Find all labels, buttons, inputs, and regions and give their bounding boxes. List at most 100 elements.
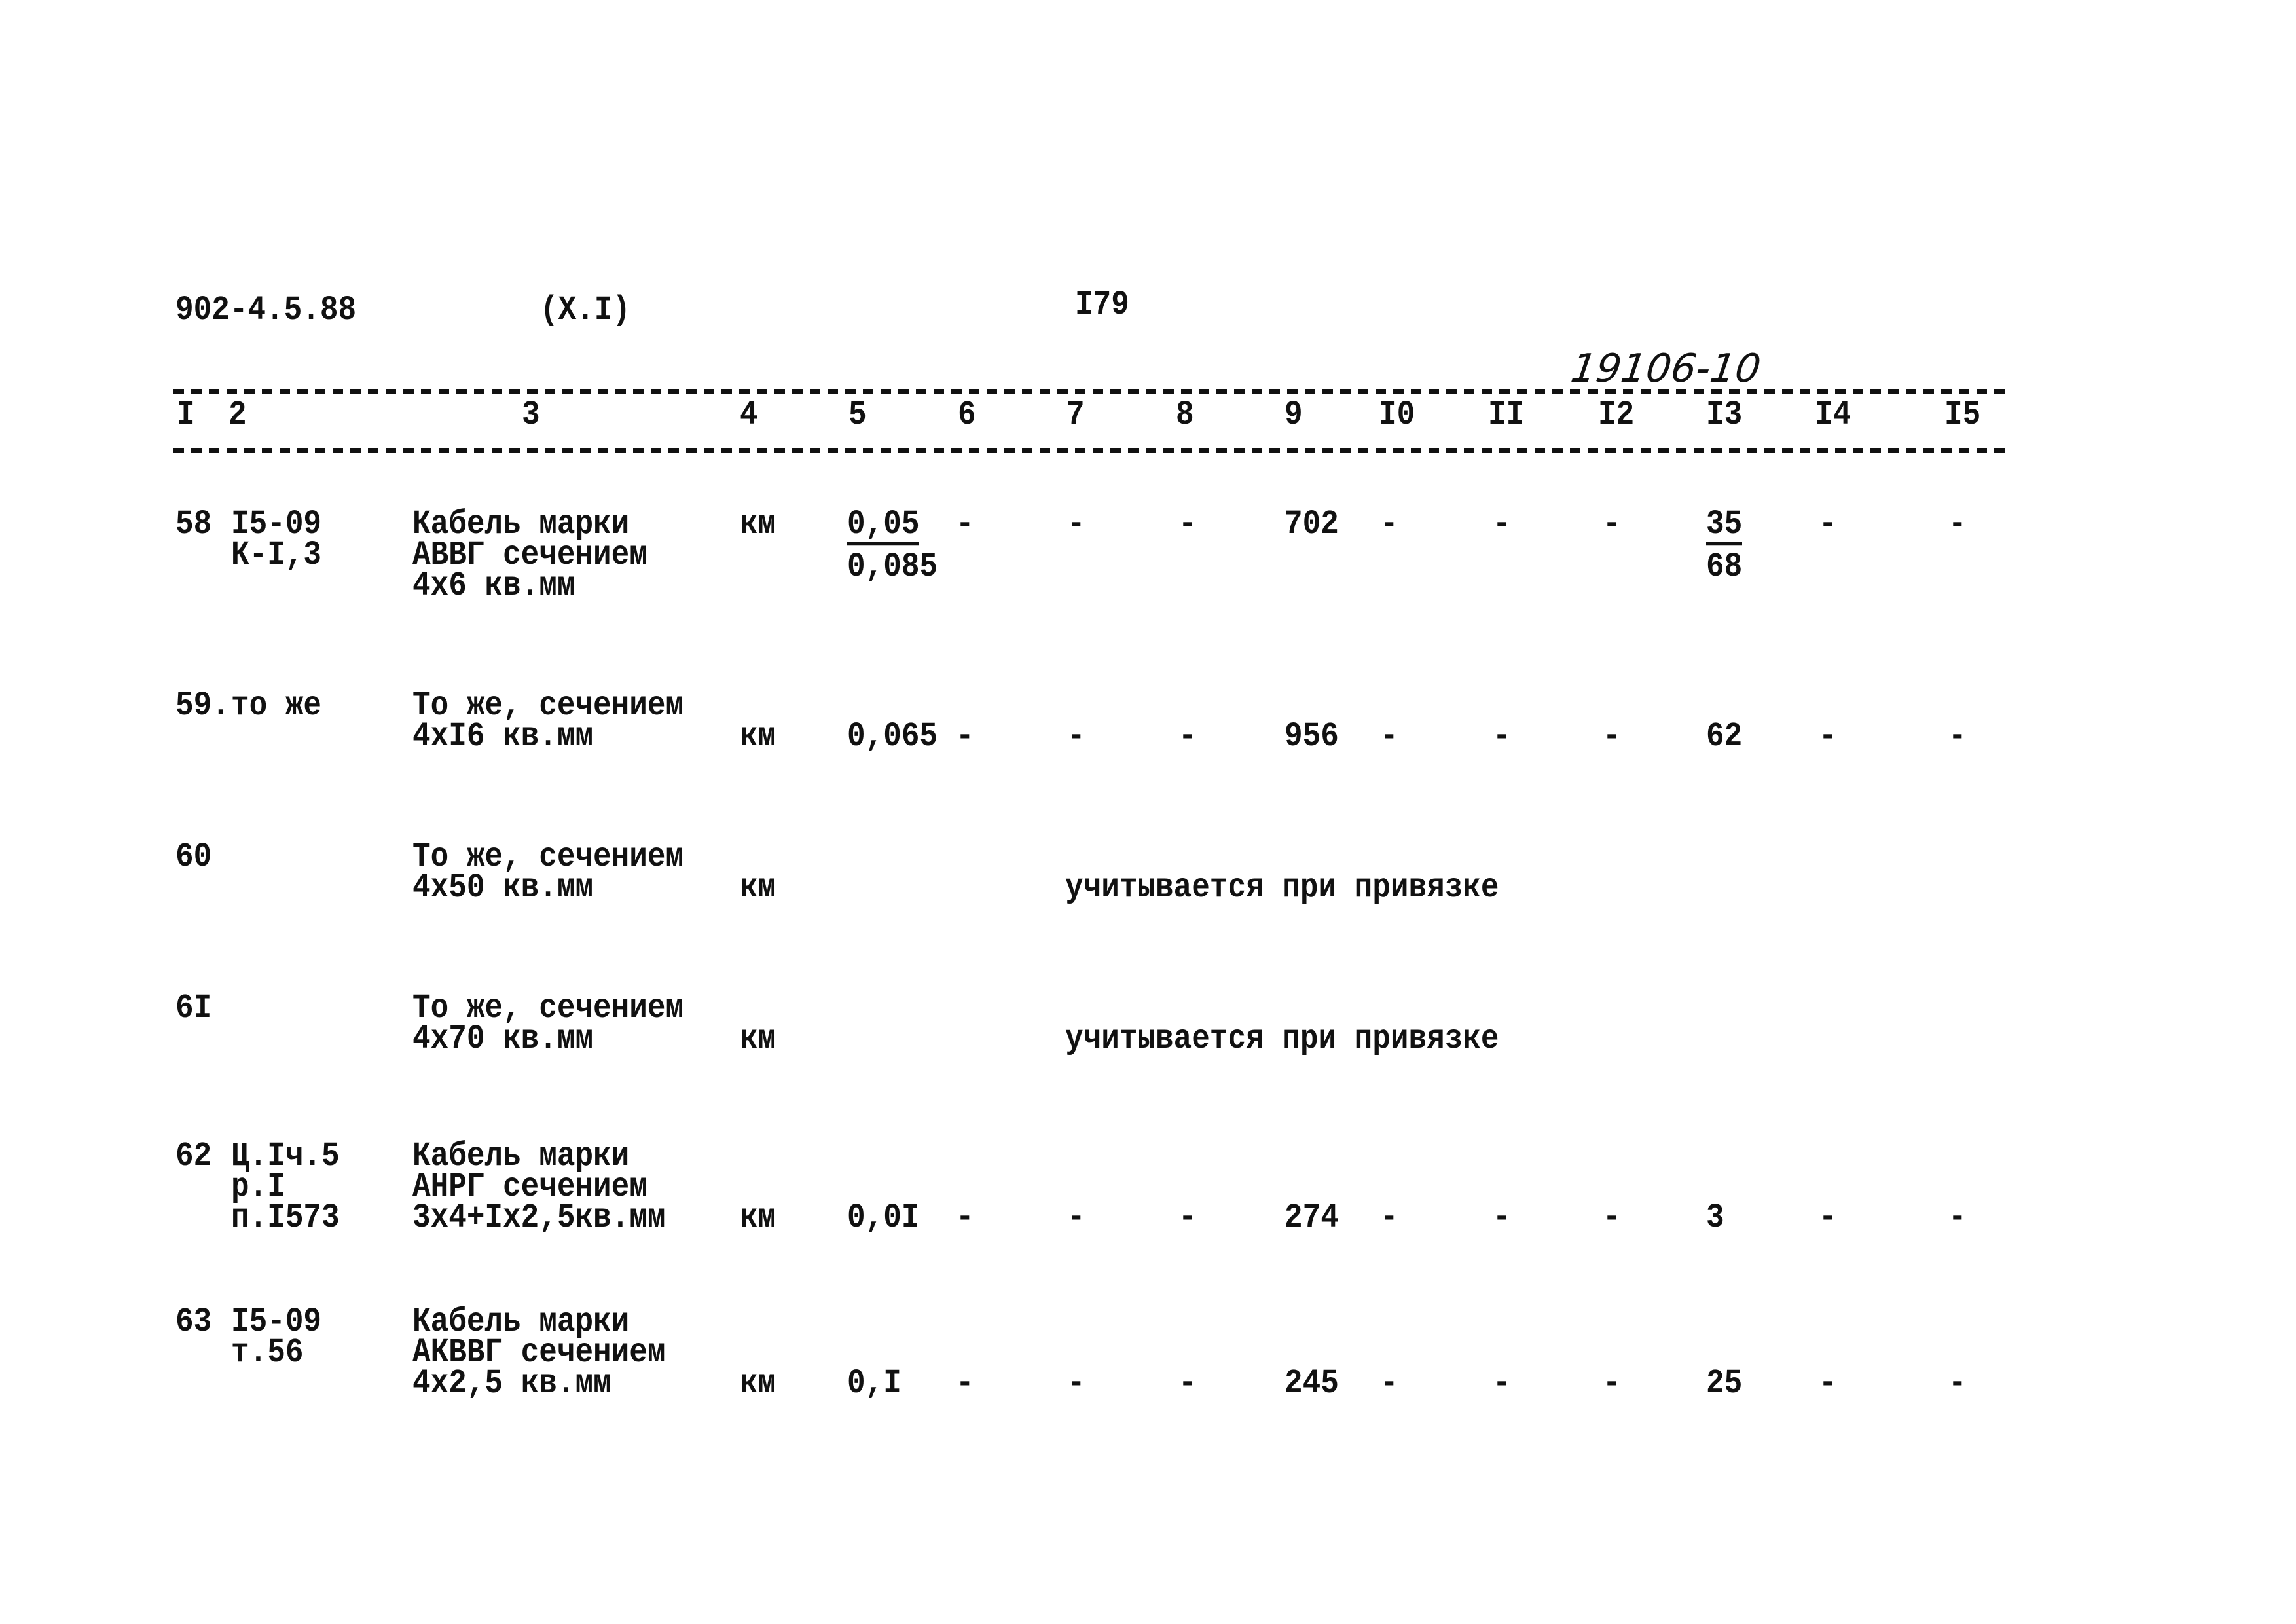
row-description: АКВВГ сечением [412, 1333, 666, 1372]
row-note: учитывается при привязке [1065, 1020, 1499, 1058]
cell-col-10: - [1380, 717, 1398, 756]
cell-col-11: - [1493, 717, 1511, 756]
page-number: I79 [1075, 286, 1129, 324]
row-description: То же, сечением [412, 989, 684, 1027]
cell-col-7: - [1067, 505, 1085, 544]
section-label: (X.I) [540, 291, 631, 329]
cell-col-5-denominator: 0,085 [847, 547, 938, 586]
cell-col-14: - [1819, 505, 1837, 544]
cell-col-9: 956 [1285, 717, 1339, 756]
row-description: 4хI6 кв.мм [412, 717, 594, 756]
cell-col-12: - [1603, 1364, 1621, 1403]
cell-col-5: 0,065 [847, 717, 938, 756]
cell-col-15: - [1948, 1198, 1967, 1237]
row-reference: I5-09 [231, 1302, 322, 1341]
column-header-8: 8 [1176, 396, 1194, 434]
row-description: 4х6 кв.мм [412, 566, 575, 605]
cell-col-6: - [956, 1364, 974, 1403]
row-description: Кабель марки [412, 505, 630, 544]
row-unit: км [740, 1364, 776, 1403]
document-code: 902-4.5.88 [175, 291, 357, 329]
cell-col-5-numerator: 0,05 [847, 507, 920, 546]
column-header-5: 5 [848, 396, 867, 434]
cell-col-12: - [1603, 717, 1621, 756]
cell-col-7: - [1067, 1364, 1085, 1403]
column-header-4: 4 [740, 396, 758, 434]
row-description: АНРГ сечением [412, 1168, 647, 1206]
cell-col-6: - [956, 717, 974, 756]
row-unit: км [740, 1198, 776, 1237]
cell-col-14: - [1819, 717, 1837, 756]
cell-col-10: - [1380, 505, 1398, 544]
row-number: 58 [175, 505, 212, 544]
column-header-1: I [177, 396, 195, 434]
cell-col-13: 62 [1706, 717, 1743, 756]
cell-col-12: - [1603, 505, 1621, 544]
cell-col-9: 274 [1285, 1198, 1339, 1237]
row-description: 4х70 кв.мм [412, 1020, 594, 1058]
row-reference: р.I [231, 1168, 285, 1206]
column-header-14: I4 [1815, 396, 1851, 434]
column-header-6: 6 [958, 396, 976, 434]
handwritten-reference: 19106-10 [1568, 346, 1764, 392]
row-description: То же, сечением [412, 686, 684, 725]
row-description: 3х4+Iх2,5кв.мм [412, 1198, 666, 1237]
row-reference: п.I573 [231, 1198, 340, 1237]
row-description: АВВГ сечением [412, 536, 647, 574]
cell-col-12: - [1603, 1198, 1621, 1237]
row-unit: км [740, 868, 776, 907]
row-number: 6I [175, 989, 212, 1027]
row-reference: I5-09 [231, 505, 322, 544]
cell-col-6: - [956, 1198, 974, 1237]
cell-col-9: 245 [1285, 1364, 1339, 1403]
column-header-9: 9 [1285, 396, 1303, 434]
row-note: учитывается при привязке [1065, 868, 1499, 907]
cell-col-14: - [1819, 1364, 1837, 1403]
cell-col-7: - [1067, 717, 1085, 756]
column-header-12: I2 [1598, 396, 1635, 434]
column-header-2: 2 [228, 396, 247, 434]
cell-col-9: 702 [1285, 505, 1339, 544]
cell-col-13-denominator: 68 [1706, 547, 1743, 586]
column-header-3: 3 [522, 396, 540, 434]
cell-col-13: 3 [1706, 1198, 1724, 1237]
row-number: 62 [175, 1137, 212, 1175]
column-header-15: I5 [1944, 396, 1981, 434]
row-unit: км [740, 505, 776, 544]
cell-col-6: - [956, 505, 974, 544]
row-unit: км [740, 717, 776, 756]
row-reference: К-I,3 [231, 536, 322, 574]
cell-col-8: - [1178, 505, 1197, 544]
cell-col-10: - [1380, 1198, 1398, 1237]
row-reference: т.56 [231, 1333, 304, 1372]
cell-col-13-numerator: 35 [1706, 507, 1743, 546]
row-description: То же, сечением [412, 838, 684, 876]
row-description: Кабель марки [412, 1137, 630, 1175]
cell-col-11: - [1493, 1364, 1511, 1403]
row-description: Кабель марки [412, 1302, 630, 1341]
cell-col-8: - [1178, 1198, 1197, 1237]
cell-col-8: - [1178, 717, 1197, 756]
cell-col-13: 25 [1706, 1364, 1743, 1403]
cell-col-8: - [1178, 1364, 1197, 1403]
cell-col-5: 0,0I [847, 1198, 920, 1237]
cell-col-15: - [1948, 1364, 1967, 1403]
cell-col-14: - [1819, 1198, 1837, 1237]
row-reference: то же [231, 686, 322, 725]
cell-col-11: - [1493, 1198, 1511, 1237]
header-bottom-rule [173, 448, 2011, 453]
cell-col-15: - [1948, 717, 1967, 756]
row-number: 60 [175, 838, 212, 876]
header-top-rule [173, 389, 2011, 394]
cell-col-10: - [1380, 1364, 1398, 1403]
column-header-13: I3 [1706, 396, 1743, 434]
cell-col-7: - [1067, 1198, 1085, 1237]
column-header-10: I0 [1379, 396, 1415, 434]
column-header-11: II [1488, 396, 1525, 434]
column-header-7: 7 [1066, 396, 1085, 434]
cell-col-11: - [1493, 505, 1511, 544]
row-unit: км [740, 1020, 776, 1058]
row-number: 59. [175, 686, 230, 725]
row-description: 4х50 кв.мм [412, 868, 594, 907]
row-number: 63 [175, 1302, 212, 1341]
